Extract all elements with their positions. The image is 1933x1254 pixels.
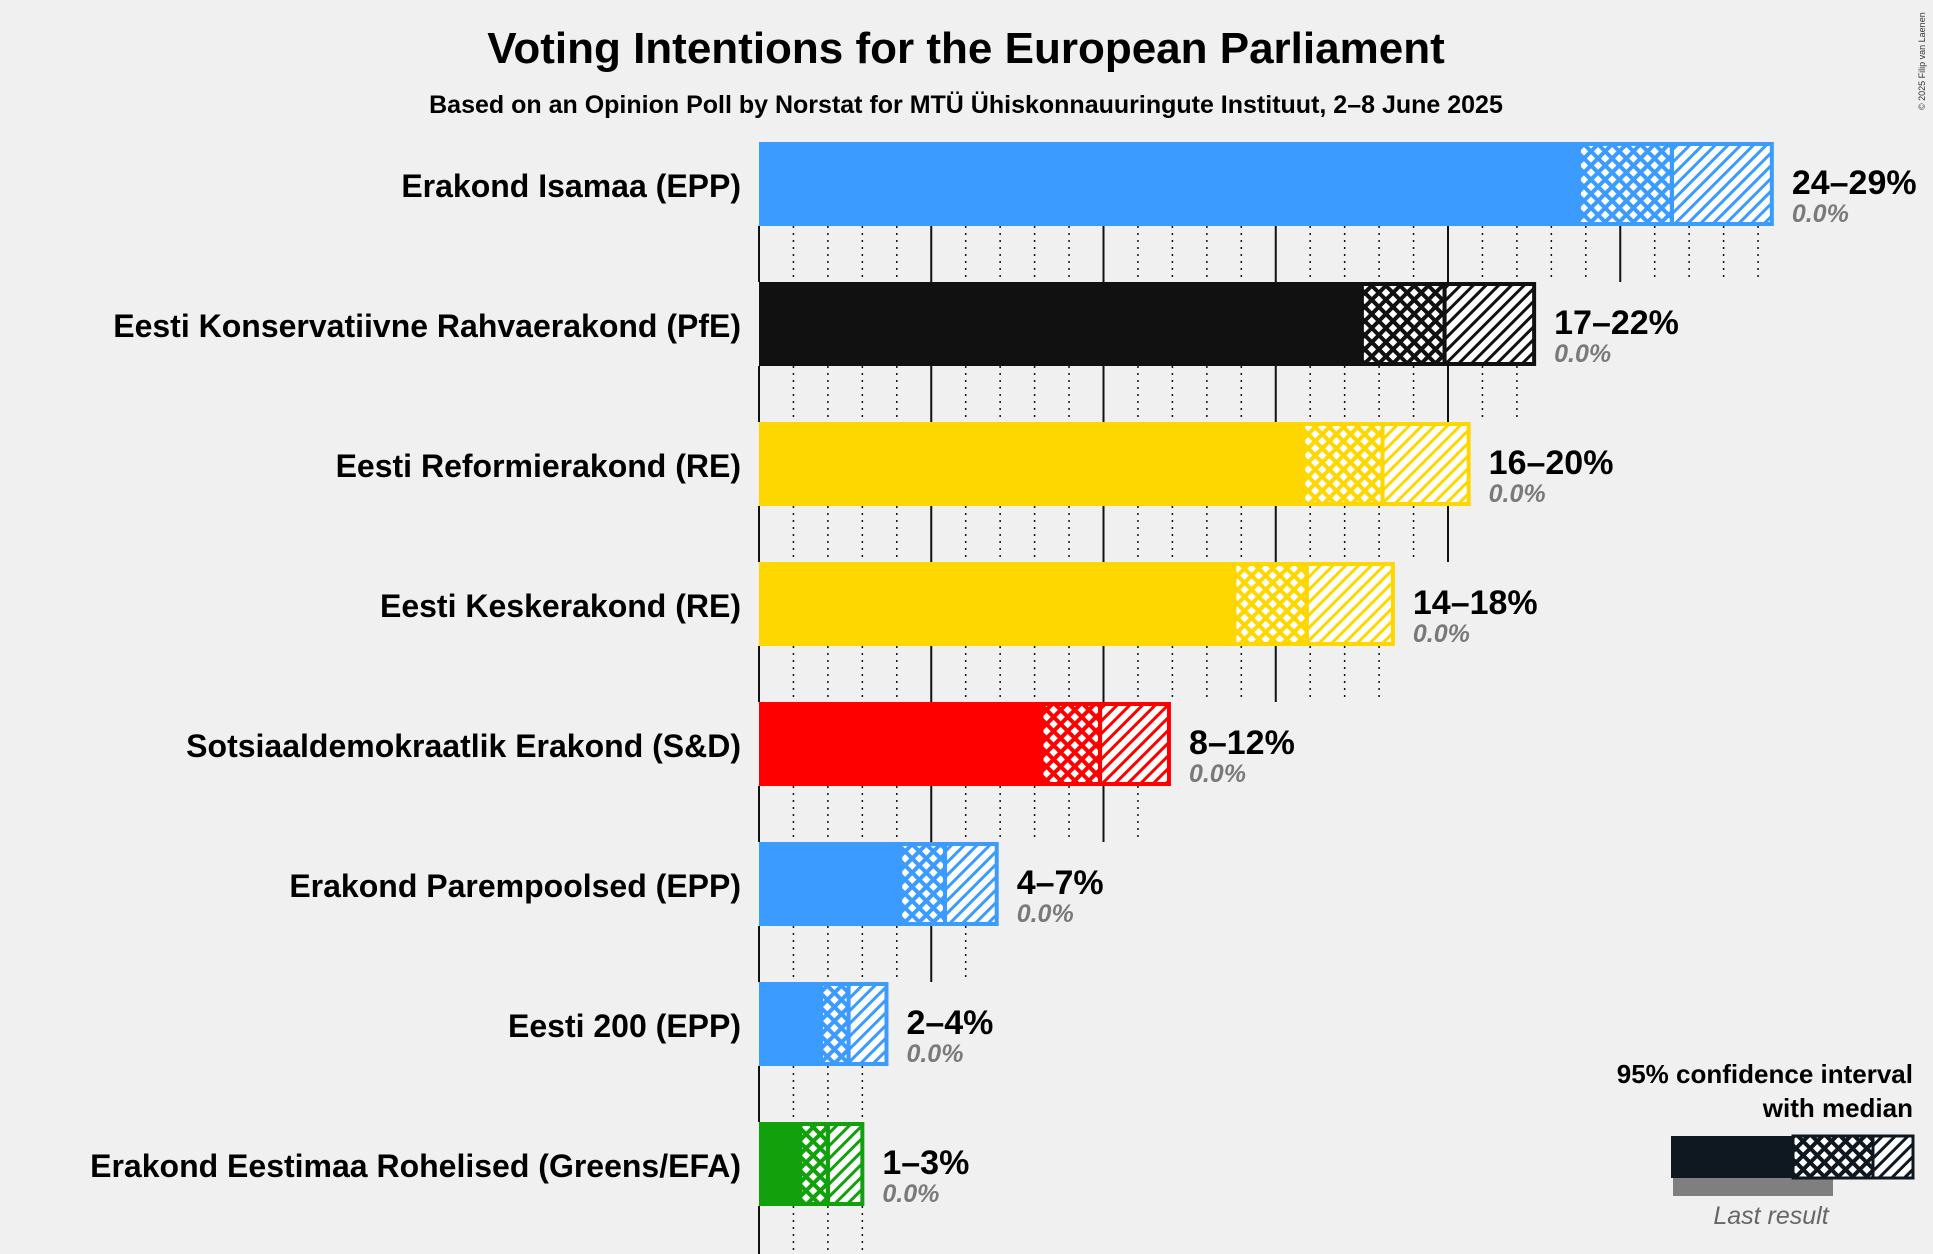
range-label-3: 14–18% <box>1413 584 1538 622</box>
legend: 95% confidence interval with median Last… <box>1617 1059 1915 1230</box>
bar-solid-4 <box>759 702 1042 786</box>
bar-ci-lower-3 <box>1232 562 1309 646</box>
bar-ci-upper-2 <box>1380 422 1471 506</box>
legend-last-result-bar <box>1673 1176 1833 1196</box>
legend-line-1: 95% confidence interval <box>1617 1059 1913 1089</box>
bar-ci-upper-4 <box>1098 702 1171 786</box>
bar-ci-lower-6 <box>819 982 851 1066</box>
bar-ci-upper-7 <box>825 1122 865 1206</box>
last-result-label-4: 0.0% <box>1189 760 1246 788</box>
last-result-label-3: 0.0% <box>1413 620 1470 648</box>
bar-ci-lower-5 <box>898 842 948 926</box>
party-label-7: Erakond Eestimaa Rohelised (Greens/EFA) <box>90 1148 741 1184</box>
last-result-label-2: 0.0% <box>1489 480 1546 508</box>
last-result-label-6: 0.0% <box>906 1040 963 1068</box>
legend-solid-bar <box>1671 1136 1793 1178</box>
legend-line-2: with median <box>1762 1093 1913 1123</box>
bar-ci-upper-3 <box>1304 562 1395 646</box>
chart-subtitle: Based on an Opinion Poll by Norstat for … <box>429 90 1503 119</box>
range-label-2: 16–20% <box>1489 444 1614 482</box>
bar-solid-6 <box>759 982 822 1066</box>
bar-ci-upper-5 <box>943 842 999 926</box>
last-result-label-5: 0.0% <box>1017 900 1074 928</box>
bar-ci-lower-0 <box>1576 142 1674 226</box>
bar-solid-7 <box>759 1122 801 1206</box>
bar-solid-5 <box>759 842 901 926</box>
bar-solid-3 <box>759 562 1235 646</box>
range-label-7: 1–3% <box>882 1144 969 1182</box>
range-label-5: 4–7% <box>1017 864 1104 902</box>
bar-ci-upper-1 <box>1442 282 1537 366</box>
chart-title: Voting Intentions for the European Parli… <box>487 24 1445 73</box>
last-result-label-7: 0.0% <box>882 1180 939 1208</box>
bar-ci-upper-6 <box>846 982 889 1066</box>
bar-ci-lower-7 <box>798 1122 830 1206</box>
party-label-4: Sotsiaaldemokraatlik Erakond (S&D) <box>186 728 741 764</box>
bar-ci-lower-1 <box>1359 282 1447 366</box>
range-label-4: 8–12% <box>1189 724 1295 762</box>
party-label-0: Erakond Isamaa (EPP) <box>401 168 741 204</box>
party-label-3: Eesti Keskerakond (RE) <box>380 588 741 624</box>
range-label-1: 17–22% <box>1554 304 1679 342</box>
bar-solid-2 <box>759 422 1304 506</box>
party-label-6: Eesti 200 (EPP) <box>508 1008 741 1044</box>
legend-diagonal <box>1871 1134 1915 1180</box>
bars-group <box>759 142 1774 1206</box>
legend-last-result-label: Last result <box>1713 1202 1829 1230</box>
last-result-label-1: 0.0% <box>1554 340 1611 368</box>
bar-ci-lower-2 <box>1301 422 1385 506</box>
bar-ci-lower-4 <box>1039 702 1103 786</box>
bar-ci-upper-0 <box>1669 142 1774 226</box>
bar-solid-1 <box>759 282 1362 366</box>
labels-group: Erakond Isamaa (EPP) 24–29%0.0%Eesti Kons… <box>90 164 1916 1208</box>
legend-crosshatch <box>1791 1134 1875 1180</box>
range-label-6: 2–4% <box>906 1004 993 1042</box>
bar-solid-0 <box>759 142 1579 226</box>
range-label-0: 24–29% <box>1792 164 1917 202</box>
gridlines <box>758 226 1759 1254</box>
copyright-note: © 2025 Filip van Laenen <box>1917 12 1927 110</box>
last-result-label-0: 0.0% <box>1792 200 1849 228</box>
party-label-5: Erakond Parempoolsed (EPP) <box>289 868 741 904</box>
party-label-1: Eesti Konservatiivne Rahvaerakond (PfE) <box>113 308 741 344</box>
party-label-2: Eesti Reformierakond (RE) <box>336 448 741 484</box>
